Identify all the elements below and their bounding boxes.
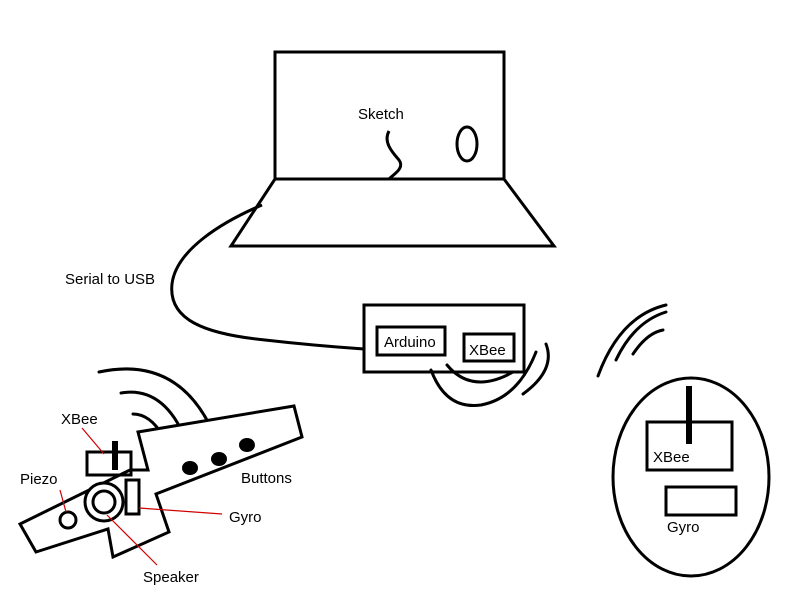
instrument-xbee-box [85,450,133,477]
laptop [228,50,557,248]
remote-unit [611,376,771,578]
base-xbee-box [462,332,516,363]
instrument-piezo-label: Piezo [20,471,58,488]
base-arduino-box [375,325,447,357]
base-arduino-label: Arduino [384,334,436,351]
leader-piezo [59,489,67,513]
instrument-piezo [58,510,78,530]
laptop-screen-oval-icon [455,125,479,163]
instrument-gyro-label: Gyro [229,509,262,526]
leader-speaker [106,514,158,566]
instrument-xbee-label: XBee [61,411,98,428]
remote-gyro-label: Gyro [667,519,700,536]
instrument-buttons-label: Buttons [241,470,292,487]
sketch-squiggle-line [385,130,403,181]
instrument-speaker-inner [91,489,117,515]
leader-lines [59,427,223,566]
sketch-label: Sketch [358,106,404,123]
leader-xbee [81,427,105,455]
instrument-button-1 [182,461,198,475]
leader-gyro [138,507,223,515]
base-station-box [362,303,526,374]
instrument-body [17,404,304,560]
base-wireless-waves-icon [429,342,550,408]
cable-label: Serial to USB [65,271,155,288]
base-station [362,303,526,374]
remote-wireless-waves-icon [596,303,668,378]
remote-xbee-label: XBee [653,449,690,466]
instrument-speaker-label: Speaker [143,569,199,586]
serial-usb-cable [170,203,365,351]
base-xbee-label: XBee [469,342,506,359]
instrument-speaker-outer [83,481,125,523]
laptop-base [228,177,557,248]
instrument-gyro-box [124,478,141,516]
instrument-button-3 [239,438,255,452]
instrument [17,404,304,560]
remote-unit-body [611,376,771,578]
instrument-button-2 [211,452,227,466]
remote-gyro-box [664,485,738,517]
